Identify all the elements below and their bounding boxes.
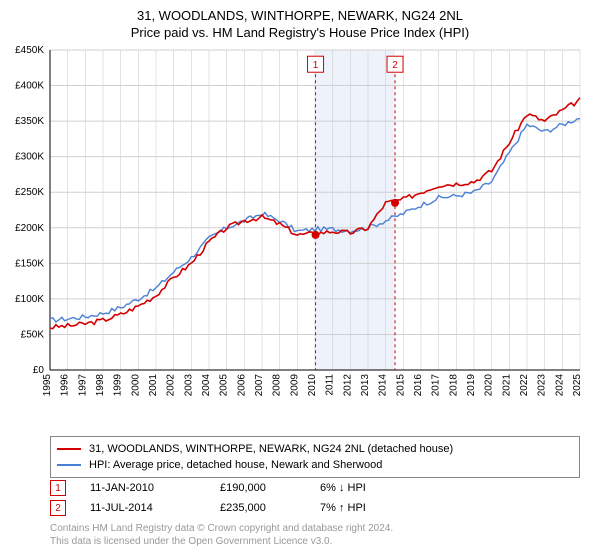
legend-swatch xyxy=(57,464,81,466)
x-tick-label: 2004 xyxy=(201,374,212,397)
x-tick-label: 2016 xyxy=(413,374,424,397)
title-address: 31, WOODLANDS, WINTHORPE, NEWARK, NG24 2… xyxy=(0,8,600,23)
x-tick-label: 2002 xyxy=(166,374,177,397)
x-tick-label: 2009 xyxy=(289,374,300,397)
y-tick-label: £50K xyxy=(21,329,45,340)
x-tick-label: 1999 xyxy=(113,374,124,397)
x-tick-label: 2014 xyxy=(378,374,389,397)
x-tick-label: 2021 xyxy=(501,374,512,397)
title-block: 31, WOODLANDS, WINTHORPE, NEWARK, NG24 2… xyxy=(0,0,600,40)
marker-row: 2 11-JUL-2014£235,0007% ↑ HPI xyxy=(50,498,420,518)
x-tick-label: 2011 xyxy=(325,374,336,396)
x-tick-label: 2003 xyxy=(183,374,194,397)
marker-badge: 2 xyxy=(50,500,66,516)
x-tick-label: 2010 xyxy=(307,374,318,397)
footer-attribution: Contains HM Land Registry data © Crown c… xyxy=(50,522,393,548)
y-tick-label: £450K xyxy=(15,45,44,56)
shaded-band xyxy=(316,50,396,370)
price-chart: £0£50K£100K£150K£200K£250K£300K£350K£400… xyxy=(50,50,580,400)
x-tick-label: 2025 xyxy=(572,374,583,397)
legend-item: 31, WOODLANDS, WINTHORPE, NEWARK, NG24 2… xyxy=(57,441,573,457)
marker-badge: 1 xyxy=(50,480,66,496)
footer-line2: This data is licensed under the Open Gov… xyxy=(50,535,393,548)
x-tick-label: 2005 xyxy=(219,374,230,397)
x-tick-label: 1997 xyxy=(77,374,88,397)
event-marker-label: 2 xyxy=(392,60,398,71)
y-tick-label: £250K xyxy=(15,187,44,198)
x-tick-label: 2020 xyxy=(484,374,495,397)
y-tick-label: £150K xyxy=(15,258,44,269)
event-marker-label: 1 xyxy=(313,60,319,71)
chart-container: 31, WOODLANDS, WINTHORPE, NEWARK, NG24 2… xyxy=(0,0,600,560)
marker-date: 11-JAN-2010 xyxy=(90,482,220,494)
x-tick-label: 1998 xyxy=(95,374,106,397)
x-tick-label: 2023 xyxy=(537,374,548,397)
x-tick-label: 2017 xyxy=(431,374,442,397)
marker-price: £235,000 xyxy=(220,502,320,514)
marker-row: 1 11-JAN-2010£190,0006% ↓ HPI xyxy=(50,478,420,498)
x-tick-label: 1995 xyxy=(42,374,53,397)
event-marker-dot xyxy=(312,231,320,239)
y-tick-label: £100K xyxy=(15,294,44,305)
y-tick-label: £350K xyxy=(15,116,44,127)
marker-delta: 7% ↑ HPI xyxy=(320,502,420,514)
y-tick-label: £400K xyxy=(15,81,44,92)
marker-date: 11-JUL-2014 xyxy=(90,502,220,514)
x-tick-label: 2012 xyxy=(342,374,353,397)
x-tick-label: 2000 xyxy=(130,374,141,397)
x-tick-label: 2013 xyxy=(360,374,371,397)
marker-table: 1 11-JAN-2010£190,0006% ↓ HPI 2 11-JUL-2014… xyxy=(50,478,420,518)
x-tick-label: 2007 xyxy=(254,374,265,397)
x-tick-label: 2006 xyxy=(236,374,247,397)
event-marker-dot xyxy=(391,199,399,207)
legend-text: HPI: Average price, detached house, Newa… xyxy=(89,459,382,471)
marker-price: £190,000 xyxy=(220,482,320,494)
y-tick-label: £300K xyxy=(15,152,44,163)
x-tick-label: 2008 xyxy=(272,374,283,397)
x-tick-label: 2015 xyxy=(395,374,406,397)
legend: 31, WOODLANDS, WINTHORPE, NEWARK, NG24 2… xyxy=(50,436,580,478)
x-tick-label: 1996 xyxy=(60,374,71,397)
x-tick-label: 2022 xyxy=(519,374,530,397)
legend-item: HPI: Average price, detached house, Newa… xyxy=(57,457,573,473)
x-tick-label: 2001 xyxy=(148,374,159,397)
x-tick-label: 2019 xyxy=(466,374,477,397)
y-tick-label: £200K xyxy=(15,223,44,234)
marker-delta: 6% ↓ HPI xyxy=(320,482,420,494)
legend-swatch xyxy=(57,448,81,450)
title-subtitle: Price paid vs. HM Land Registry's House … xyxy=(0,25,600,40)
x-tick-label: 2018 xyxy=(448,374,459,397)
footer-line1: Contains HM Land Registry data © Crown c… xyxy=(50,522,393,535)
x-tick-label: 2024 xyxy=(554,374,565,397)
legend-text: 31, WOODLANDS, WINTHORPE, NEWARK, NG24 2… xyxy=(89,443,453,455)
